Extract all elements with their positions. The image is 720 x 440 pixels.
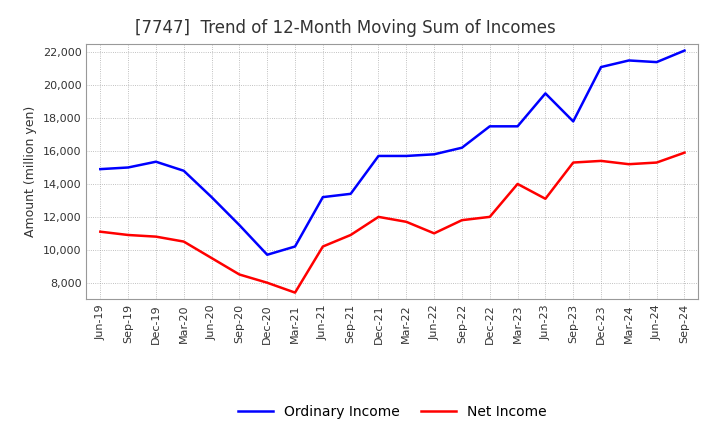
Net Income	[652, 160, 661, 165]
Ordinary Income	[152, 159, 161, 165]
Net Income	[346, 232, 355, 238]
Ordinary Income	[624, 58, 633, 63]
Net Income	[430, 231, 438, 236]
Net Income	[179, 239, 188, 244]
Net Income	[513, 181, 522, 187]
Ordinary Income	[402, 153, 410, 158]
Net Income	[597, 158, 606, 164]
Net Income	[624, 161, 633, 167]
Net Income	[402, 219, 410, 224]
Net Income	[541, 196, 550, 202]
Net Income	[485, 214, 494, 220]
Text: [7747]  Trend of 12-Month Moving Sum of Incomes: [7747] Trend of 12-Month Moving Sum of I…	[135, 19, 556, 37]
Line: Ordinary Income: Ordinary Income	[100, 51, 685, 255]
Ordinary Income	[207, 194, 216, 200]
Net Income	[152, 234, 161, 239]
Ordinary Income	[569, 119, 577, 124]
Net Income	[124, 232, 132, 238]
Ordinary Income	[318, 194, 327, 200]
Ordinary Income	[652, 59, 661, 65]
Legend: Ordinary Income, Net Income: Ordinary Income, Net Income	[233, 400, 552, 425]
Net Income	[458, 217, 467, 223]
Net Income	[318, 244, 327, 249]
Net Income	[235, 272, 243, 277]
Net Income	[207, 255, 216, 260]
Ordinary Income	[96, 166, 104, 172]
Ordinary Income	[513, 124, 522, 129]
Ordinary Income	[124, 165, 132, 170]
Y-axis label: Amount (million yen): Amount (million yen)	[24, 106, 37, 237]
Ordinary Income	[597, 64, 606, 70]
Ordinary Income	[485, 124, 494, 129]
Net Income	[291, 290, 300, 295]
Line: Net Income: Net Income	[100, 153, 685, 293]
Net Income	[374, 214, 383, 220]
Ordinary Income	[179, 168, 188, 173]
Ordinary Income	[263, 252, 271, 257]
Ordinary Income	[374, 153, 383, 158]
Ordinary Income	[541, 91, 550, 96]
Net Income	[96, 229, 104, 235]
Ordinary Income	[680, 48, 689, 53]
Ordinary Income	[346, 191, 355, 197]
Ordinary Income	[235, 223, 243, 228]
Net Income	[680, 150, 689, 155]
Ordinary Income	[291, 244, 300, 249]
Ordinary Income	[458, 145, 467, 150]
Ordinary Income	[430, 152, 438, 157]
Net Income	[569, 160, 577, 165]
Net Income	[263, 280, 271, 286]
